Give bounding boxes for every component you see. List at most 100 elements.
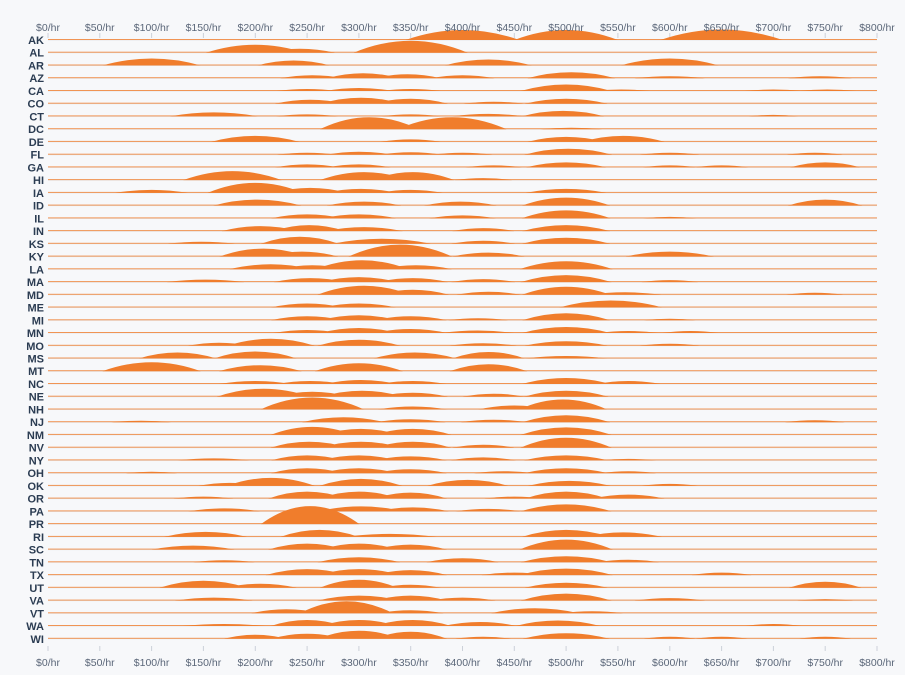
density-curve-WA — [182, 620, 802, 626]
state-label-IA: IA — [33, 188, 44, 200]
density-curve-PA — [187, 504, 612, 512]
density-curve-NM — [270, 426, 612, 435]
state-label-IL: IL — [34, 213, 44, 225]
state-label-KS: KS — [29, 239, 44, 251]
density-curve-MI — [270, 313, 696, 321]
state-label-CA: CA — [28, 86, 44, 98]
state-label-NM: NM — [27, 430, 44, 442]
x-axis-tick-label-top: $550/hr — [600, 22, 636, 34]
x-axis-tick-label-bottom: $100/hr — [134, 657, 170, 669]
density-curve-NV — [270, 437, 612, 448]
state-label-NE: NE — [29, 392, 44, 404]
state-label-AL: AL — [29, 48, 44, 60]
density-curve-TN — [193, 556, 660, 563]
x-axis-tick-label-bottom: $250/hr — [289, 657, 325, 669]
state-label-NH: NH — [28, 405, 44, 417]
density-baseline-NH — [48, 408, 877, 410]
density-baseline-PR — [48, 523, 877, 525]
density-baseline-CA — [48, 90, 877, 91]
density-baseline-DE — [48, 140, 877, 142]
density-curve-DC — [320, 117, 603, 130]
density-curve-MD — [317, 285, 844, 295]
x-axis-tick-label-bottom: $800/hr — [859, 657, 895, 669]
x-axis-tick-label-top: $0/hr — [36, 22, 60, 34]
density-curve-AZ — [280, 72, 853, 79]
density-curve-TX — [265, 568, 752, 576]
state-label-OR: OR — [28, 494, 45, 506]
state-label-AZ: AZ — [29, 73, 44, 85]
state-label-OH: OH — [28, 468, 45, 480]
density-curve-LA — [229, 260, 613, 270]
state-label-TX: TX — [30, 570, 45, 582]
x-axis-tick-label-bottom: $400/hr — [445, 657, 481, 669]
x-axis-tick-label-bottom: $350/hr — [393, 657, 429, 669]
state-label-DE: DE — [29, 137, 44, 149]
state-label-ME: ME — [28, 303, 45, 315]
state-label-MT: MT — [28, 366, 44, 378]
density-curve-MT — [102, 362, 528, 372]
x-axis-tick-label-top: $250/hr — [289, 22, 325, 34]
state-label-OK: OK — [28, 481, 45, 493]
state-label-LA: LA — [29, 264, 44, 276]
state-label-FL: FL — [31, 150, 45, 162]
density-baseline-UT — [48, 586, 877, 588]
density-curve-NC — [219, 378, 661, 384]
density-curve-UT — [159, 579, 862, 588]
density-curve-ID — [213, 197, 863, 206]
state-label-MA: MA — [27, 277, 44, 289]
state-label-AR: AR — [28, 61, 44, 73]
density-baseline-CO — [48, 102, 877, 104]
density-baseline-ME — [48, 306, 877, 308]
x-axis-tick-label-top: $750/hr — [807, 22, 843, 34]
density-baseline-TX — [48, 574, 877, 576]
x-axis-tick-label-top: $650/hr — [704, 22, 740, 34]
density-layer — [48, 29, 877, 639]
density-curve-CA — [277, 84, 857, 91]
state-label-RI: RI — [33, 532, 44, 544]
x-axis-tick-label-top: $300/hr — [341, 22, 377, 34]
state-label-MO: MO — [26, 341, 44, 353]
density-baseline-SC — [48, 548, 877, 550]
x-axis-tick-label-bottom: $150/hr — [186, 657, 222, 669]
density-curve-GA — [274, 162, 861, 168]
state-label-HI: HI — [33, 175, 44, 187]
x-axis-tick-label-top: $350/hr — [393, 22, 429, 34]
density-curve-HI — [183, 171, 513, 181]
density-baseline-NM — [48, 433, 877, 435]
state-label-KY: KY — [29, 252, 45, 264]
density-curve-PR — [260, 506, 360, 525]
state-label-ID: ID — [33, 201, 44, 213]
density-curve-MO — [187, 338, 700, 346]
density-curve-NE — [216, 388, 609, 397]
state-label-AK: AK — [28, 35, 44, 47]
density-baseline-VT — [48, 612, 877, 614]
x-axis-tick-label-top: $800/hr — [859, 22, 895, 34]
x-axis-tick-label-top: $400/hr — [445, 22, 481, 34]
density-curve-IN — [221, 225, 611, 232]
state-label-NJ: NJ — [30, 417, 44, 429]
state-label-TN: TN — [29, 557, 44, 569]
state-label-NC: NC — [28, 379, 44, 391]
x-axis-tick-label-top: $700/hr — [756, 22, 792, 34]
state-label-CO: CO — [28, 99, 45, 111]
density-baseline-OR — [48, 497, 877, 499]
density-curve-ME — [270, 300, 663, 308]
x-axis-tick-label-top: $150/hr — [186, 22, 222, 34]
state-label-NY: NY — [29, 455, 45, 467]
state-label-CT: CT — [29, 111, 44, 123]
x-axis-tick-label-bottom: $200/hr — [237, 657, 273, 669]
state-label-MD: MD — [27, 290, 44, 302]
density-curve-MS — [138, 351, 608, 359]
state-label-GA: GA — [28, 162, 45, 174]
state-label-MS: MS — [28, 354, 45, 366]
state-label-WI: WI — [31, 634, 44, 646]
axis-labels-layer: $0/hr $0/hr $50/hr $50/hr $100/hr $100/hr $150… — [26, 22, 895, 669]
state-label-MI: MI — [32, 315, 44, 327]
density-curve-WI — [224, 630, 852, 639]
density-curve-NJ — [111, 415, 845, 423]
state-label-NV: NV — [29, 443, 45, 455]
x-axis-tick-label-top: $600/hr — [652, 22, 688, 34]
density-curve-OR — [173, 491, 665, 499]
density-curve-FL — [277, 148, 843, 155]
